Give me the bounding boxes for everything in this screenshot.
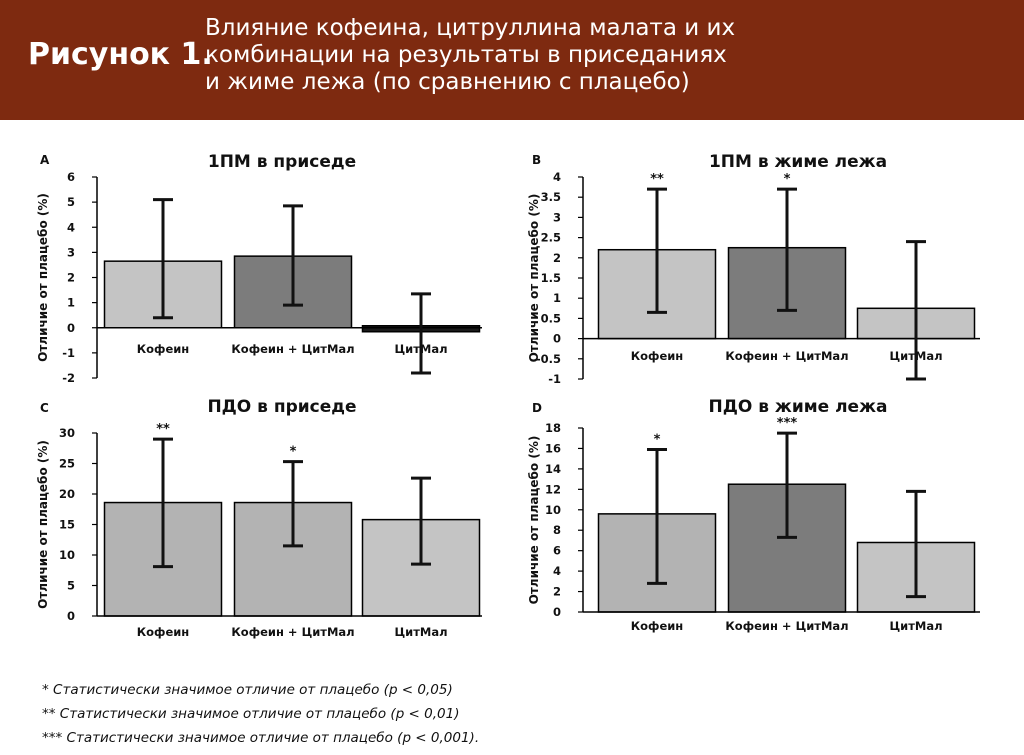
y-tick-label: 4 [67,220,75,234]
y-tick-label: 5 [67,195,75,209]
category-label: Кофеин + ЦитМал [231,342,354,356]
y-tick-label: 6 [67,170,75,184]
y-tick-label: 0.5 [541,311,561,325]
significance-marker: ** [156,422,170,437]
y-tick-label: 15 [59,518,75,532]
y-tick-label: 16 [545,441,561,455]
y-tick-label: 2 [553,251,561,265]
chart-title: ПДО в жиме лежа [709,397,888,417]
y-tick-label: 0 [553,605,561,619]
figure-title-line: и жиме лежа (по сравнению с плацебо) [205,69,690,95]
significance-marker: * [654,432,661,447]
bar [361,518,481,617]
footnote: *** Статистически значимое отличие от пл… [42,730,480,746]
figure-title-line: Влияние кофеина, цитруллина малата и их [205,15,736,41]
y-axis-label: Отличие от плацебо (%) [527,194,541,363]
y-tick-label: 10 [59,548,75,562]
y-tick-label: 12 [545,482,561,496]
y-tick-label: 20 [59,487,75,501]
y-tick-label: -1 [548,372,561,386]
y-tick-label: 6 [553,544,561,558]
y-tick-label: 0 [67,321,75,335]
category-label: Кофеин [631,619,684,633]
y-tick-label: -1 [62,346,75,360]
y-axis-label: Отличие от плацебо (%) [36,193,50,362]
y-tick-label: 14 [545,462,561,476]
significance-marker: ** [650,172,664,187]
footnote: * Статистически значимое отличие от плац… [42,682,453,698]
significance-marker: * [784,172,791,187]
panel-letter: D [532,401,542,415]
y-tick-label: 3.5 [541,190,561,204]
chart-title: 1ПМ в приседе [208,152,356,172]
y-tick-label: 0 [67,609,75,623]
y-tick-label: 1 [67,296,75,310]
significance-marker: * [290,445,297,460]
category-label: ЦитМал [394,625,447,639]
y-tick-label: 1.5 [541,271,561,285]
title-banner: Рисунок 1. Влияние кофеина, цитруллина м… [0,0,1024,120]
y-axis-label: Отличие от плацебо (%) [527,436,541,605]
category-label: ЦитМал [889,349,942,363]
y-tick-label: 2.5 [541,231,561,245]
category-label: ЦитМал [394,342,447,356]
y-tick-label: 3 [67,245,75,259]
chart-title: 1ПМ в жиме лежа [709,152,887,172]
y-tick-label: 3 [553,210,561,224]
category-label: Кофеин [137,625,190,639]
category-label: ЦитМал [889,619,942,633]
category-label: Кофеин + ЦитМал [725,349,848,363]
y-tick-label: 18 [545,421,561,435]
category-label: Кофеин [631,349,684,363]
y-tick-label: 1 [553,291,561,305]
y-tick-label: 2 [553,585,561,599]
y-tick-label: 30 [59,426,75,440]
panel-letter: A [40,153,50,167]
figure-label: Рисунок 1. [28,37,213,72]
category-label: Кофеин [137,342,190,356]
footnotes: * Статистически значимое отличие от плац… [42,678,479,750]
figure-title-line: комбинации на результаты в приседаниях [205,42,727,68]
significance-marker: *** [777,416,798,431]
chart-title: ПДО в приседе [207,397,356,417]
y-tick-label: 10 [545,503,561,517]
y-tick-label: 5 [67,579,75,593]
y-tick-label: 4 [553,170,561,184]
y-tick-label: -0.5 [536,352,561,366]
category-label: Кофеин + ЦитМал [231,625,354,639]
y-tick-label: 25 [59,457,75,471]
panel-letter: C [40,401,49,415]
y-tick-label: 8 [553,523,561,537]
y-axis-label: Отличие от плацебо (%) [36,440,50,609]
y-tick-label: -2 [62,371,75,385]
y-tick-label: 2 [67,271,75,285]
y-tick-label: 0 [553,332,561,346]
y-tick-label: 4 [553,564,561,578]
figure-title: Влияние кофеина, цитруллина малата и их … [205,15,735,96]
footnote: ** Статистически значимое отличие от пла… [42,706,460,722]
category-label: Кофеин + ЦитМал [725,619,848,633]
panel-letter: B [532,153,541,167]
